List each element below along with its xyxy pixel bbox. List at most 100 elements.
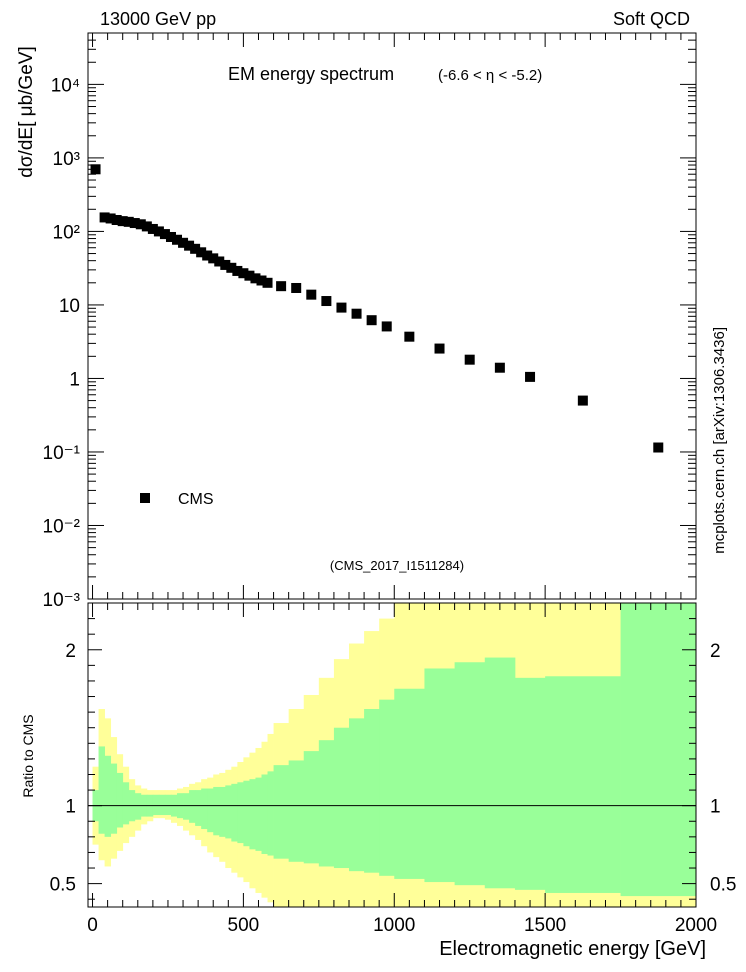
ratio-band-inner [243,780,250,847]
ratio-band-inner [207,788,214,833]
ratio-band-inner [545,676,621,893]
ratio-band-inner [349,718,365,872]
ratio-band-inner [288,760,305,862]
data-point [147,223,158,234]
data-point [525,371,536,382]
y-tick-label: 10² [53,222,80,243]
ratio-band-inner [484,657,516,889]
data-point [214,256,225,267]
header-left-label: 13000 GeV pp [100,9,216,29]
ratio-tick-label-left: 0.5 [50,875,76,896]
ratio-band-inner [189,790,196,823]
ratio-tick-label-right: 1 [710,797,721,818]
data-point [653,442,664,453]
data-point [135,219,146,230]
y-tick-label: 10 [59,296,80,317]
ratio-bands [88,603,697,907]
lower-frame [87,602,697,908]
y-tick-label: 10⁻² [43,516,81,537]
ratio-band-inner [394,688,425,879]
data-point [153,226,164,237]
ratio-tick-label-left: 1 [65,797,76,818]
ratio-band-inner [98,746,105,834]
legend-marker [140,493,150,503]
ratio-band-inner [454,662,486,886]
x-tick-label: 0 [87,915,98,936]
header-right-label: Soft QCD [613,9,690,29]
data-point [117,216,128,227]
data-point [111,215,122,225]
upper-frame [87,32,697,600]
y-axis-label: dσ/dE[ μb/GeV] [16,46,37,177]
data-point [123,216,134,227]
data-point [159,229,170,240]
ratio-tick-label-right: 0.5 [710,875,736,896]
ratio-band-inner [122,782,130,825]
data-point [220,259,231,270]
ratio-band-inner [273,765,290,859]
y-tick-label: 10⁻¹ [43,443,81,464]
data-point [351,308,362,319]
data-point [141,221,152,232]
data-point [276,281,287,292]
x-tick-label: 1000 [373,915,415,936]
ratio-band-inner [231,783,238,842]
upper-axes: 10⁻³ 10⁻² 10⁻¹ 1 10 10² 10³ 10⁴ [43,32,697,611]
ratio-band-inner [303,751,320,864]
ratio-band-inner [225,785,232,839]
ratio-band-inner [152,794,160,816]
y-tick-label: 10⁻³ [43,590,81,611]
data-point [321,296,332,307]
ratio-band-inner [110,763,118,834]
ratio-band-inner [195,790,202,826]
legend-label-cms: CMS [178,491,214,508]
y-tick-label: 10³ [53,149,80,170]
data-point [208,253,219,264]
data-point [336,302,347,313]
data-point [262,277,273,288]
data-point [250,273,261,284]
chart-subtitle: (-6.6 < η < -5.2) [438,67,542,84]
data-point [190,243,201,254]
data-point [291,282,302,293]
data-point [381,321,392,332]
legend: CMS [140,491,214,508]
ratio-band-inner [261,774,268,854]
data-point [434,343,445,354]
data-point [202,250,213,261]
data-point [178,237,189,248]
ratio-band-inner [158,794,166,816]
ratio-band-inner [201,788,208,830]
data-point [577,395,588,406]
data-point [244,270,255,281]
ratio-band-inner [379,699,395,876]
data-point [464,354,475,365]
ratio-band-inner [318,740,335,867]
data-point [196,247,207,258]
ratio-band-inner [237,782,244,844]
data-point [165,231,176,242]
ratio-band-inner [164,794,172,816]
ratio-band-inner [183,793,190,820]
chart-title: EM energy spectrum [228,64,394,84]
data-point [129,218,140,229]
ratio-band-inner [219,786,226,837]
ratio-band-inner [134,793,142,820]
side-label: mcplots.cern.ch [arXiv:1306.3436] [711,327,728,554]
ratio-band-inner [267,771,274,856]
data-point [404,331,415,342]
x-tick-label: 1500 [524,915,566,936]
ratio-band-inner [620,603,697,897]
data-point [366,315,377,326]
data-point [184,240,195,251]
data-point [494,362,505,373]
analysis-tag: (CMS_2017_I1511284) [330,558,464,573]
ratio-tick-label-left: 2 [65,641,76,662]
ratio-y-axis-label: Ratio to CMS [20,714,36,797]
upper-panel: 10⁻³ 10⁻² 10⁻¹ 1 10 10² 10³ 10⁴ EM energy spect… [16,32,697,611]
y-tick-label: 1 [69,369,80,390]
ratio-band-inner [424,668,456,883]
x-tick-label: 500 [228,915,260,936]
ratio-band-inner [255,777,262,851]
